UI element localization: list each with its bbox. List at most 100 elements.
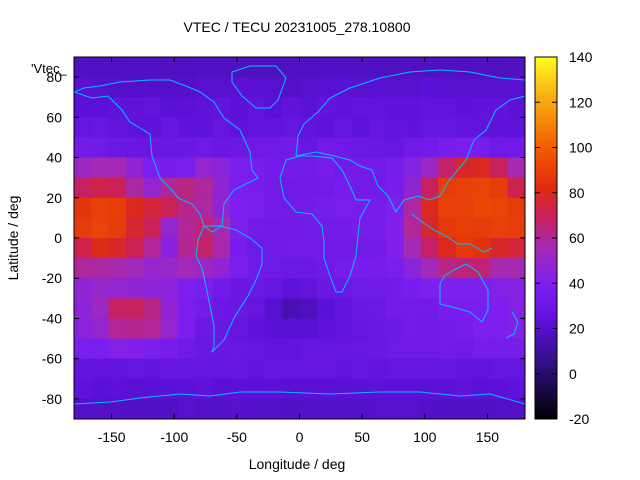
heatmap-cell (160, 217, 179, 239)
heatmap-cell (299, 77, 318, 98)
heatmap-cell (403, 57, 422, 78)
heatmap-cell (143, 258, 162, 279)
heatmap-cell (160, 258, 179, 279)
heatmap-cell (472, 238, 491, 259)
heatmap-cell (490, 298, 509, 320)
heatmap-cell (420, 358, 439, 380)
colorbar-tick-label: 80 (569, 185, 585, 201)
heatmap-cell (126, 298, 144, 320)
heatmap-cell (490, 157, 509, 179)
x-tick-label: 150 (476, 429, 500, 445)
heatmap-cell (490, 338, 509, 360)
colorbar-tick-label: 0 (569, 366, 577, 382)
heatmap-cell (126, 197, 144, 219)
heatmap-cell (368, 318, 387, 340)
heatmap-cell (368, 338, 387, 360)
x-tick-label: -100 (160, 429, 188, 445)
heatmap-cell (316, 318, 335, 340)
heatmap-cell (403, 398, 422, 419)
heatmap-cell (490, 217, 509, 239)
heatmap-cell (299, 197, 318, 219)
heatmap-cell (420, 258, 439, 279)
heatmap-cell (351, 298, 370, 320)
heatmap-cell (195, 398, 214, 419)
heatmap-cell (282, 298, 301, 320)
coast-north-america (74, 79, 259, 233)
heatmap-cell (282, 398, 301, 419)
y-tick-label: 40 (46, 150, 62, 166)
heatmap-cell (160, 57, 179, 78)
heatmap-cell (386, 278, 405, 299)
heatmap-cell (438, 77, 457, 98)
heatmap-cell (420, 77, 439, 98)
heatmap-cell (351, 238, 370, 259)
coastlines (74, 65, 525, 405)
heatmap-cell (334, 398, 353, 419)
heatmap-cell (334, 318, 353, 340)
heatmap-cell (264, 298, 283, 320)
colorbar-ticks: -20 0 20 40 60 80 100 120 140 (535, 49, 593, 427)
heatmap-cell (316, 338, 335, 360)
heatmap-cell (420, 318, 439, 340)
x-axis-ticks: -150 -100 -50 0 50 100 150 (98, 57, 500, 445)
heatmap-cell (108, 318, 127, 340)
heatmap-cell (264, 358, 283, 380)
heatmap-cell (334, 358, 353, 380)
heatmap-cell (91, 157, 110, 179)
heatmap-cell (386, 157, 405, 179)
x-tick-label: 50 (354, 429, 370, 445)
heatmap-cell (438, 398, 457, 419)
colorbar-tick-label: 60 (569, 230, 585, 246)
heatmap-cell (143, 117, 162, 139)
heatmap-cell (264, 338, 283, 360)
heatmap-cell (386, 57, 405, 78)
heatmap-cell (438, 318, 457, 340)
heatmap-cell (178, 117, 197, 139)
heatmap-cell (351, 157, 370, 179)
heatmap-cell (490, 77, 509, 98)
heatmap-cell (212, 378, 231, 400)
heatmap-cell (386, 77, 405, 98)
heatmap-cell (507, 117, 525, 139)
heatmap-cell (299, 398, 318, 419)
heatmap-cell (230, 378, 249, 400)
y-tick-label: -40 (42, 310, 62, 326)
heatmap-cell (316, 238, 335, 259)
heatmap-cell (91, 57, 110, 78)
heatmap-cell (438, 217, 457, 239)
heatmap-cell (264, 157, 283, 179)
heatmap-cell (91, 338, 110, 360)
colorbar-tick-label: 40 (569, 275, 585, 291)
heatmap-cell (74, 177, 92, 199)
heatmap-cell (126, 217, 144, 239)
heatmap-cell (420, 278, 439, 299)
heatmap-cell (212, 177, 231, 199)
heatmap-cell (264, 117, 283, 139)
heatmap-cell (316, 77, 335, 98)
heatmap-cell (351, 217, 370, 239)
y-axis-ticks: -80 -60 -40 -20 0 20 40 60 80 (42, 69, 525, 407)
heatmap-cell (507, 177, 525, 199)
coast-south-america (195, 225, 263, 353)
heatmap-cell (299, 177, 318, 199)
heatmap-cell (507, 97, 525, 118)
x-tick-label: 100 (413, 429, 437, 445)
heatmap-cell (108, 177, 127, 199)
coast-eurasia (295, 69, 525, 213)
heatmap-cell (386, 117, 405, 139)
heatmap-cell (195, 137, 214, 159)
heatmap-cell (282, 137, 301, 159)
heatmap-cell (403, 77, 422, 98)
heatmap-cell (386, 258, 405, 279)
heatmap-cell (282, 358, 301, 380)
heatmap-cell (403, 157, 422, 179)
heatmap-cell (507, 197, 525, 219)
heatmap-cell (195, 177, 214, 199)
heatmap-cell (178, 137, 197, 159)
heatmap-cell (334, 97, 353, 118)
heatmap-cell (108, 298, 127, 320)
heatmap-cell (455, 57, 474, 78)
heatmap-cell (230, 177, 249, 199)
heatmap-cell (455, 97, 474, 118)
heatmap-cell (472, 318, 491, 340)
